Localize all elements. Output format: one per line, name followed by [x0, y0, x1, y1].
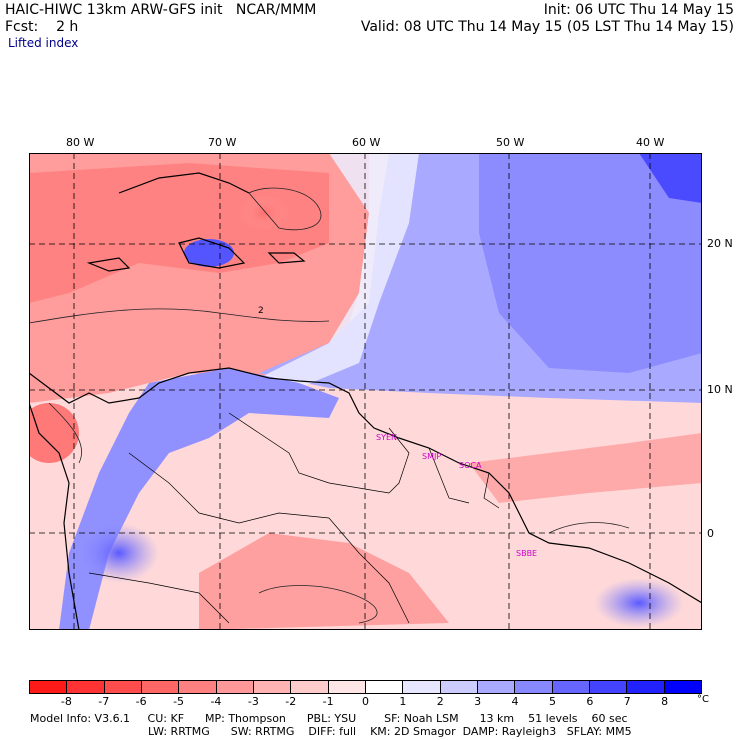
- station-syen: SYEN: [376, 433, 397, 442]
- colorbar: [29, 680, 702, 694]
- red-region-coast: [469, 433, 702, 503]
- colorbar-cell: [179, 681, 217, 693]
- blue-max-northeast: [639, 153, 702, 203]
- colorbar-tick-label: 0: [362, 695, 369, 708]
- valid-time: Valid: 08 UTC Thu 14 May 15 (05 LST Thu …: [360, 19, 734, 35]
- map-frame: [29, 153, 702, 630]
- blue-core-atlantic: [479, 153, 702, 373]
- colorbar-cell: [141, 681, 180, 693]
- red-region-south-america: [199, 533, 449, 630]
- colorbar-cell: [440, 681, 478, 693]
- colorbar-tick-label: 5: [548, 695, 556, 708]
- colorbar-tick-label: -8: [60, 695, 72, 708]
- station-sbbe: SBBE: [516, 549, 537, 558]
- colorbar-cell: [104, 681, 142, 693]
- lon-label-80w: 80 W: [66, 136, 95, 149]
- lon-label-50w: 50 W: [496, 136, 525, 149]
- footer-line-1: Model Info: V3.6.1 CU: KF MP: Thompson P…: [30, 712, 628, 725]
- colorbar-tick-label: 8: [661, 695, 669, 708]
- contours: [29, 187, 630, 624]
- colorbar-cell: [328, 681, 366, 693]
- colorbar-cell: [515, 681, 553, 693]
- neutral-band: [259, 153, 419, 388]
- colorbar-tick-label: 3: [474, 695, 482, 708]
- colorbar-cell: [365, 681, 404, 693]
- colorbar-tick-label: -4: [210, 695, 222, 708]
- map-panel: 2 SYEN SMJP SOCA SBBE: [29, 153, 702, 630]
- station-soca: SOCA: [459, 461, 482, 470]
- blue-region-venezuela: [59, 368, 339, 630]
- colorbar-cell: [30, 681, 68, 693]
- colorbar-tick-label: 6: [586, 695, 594, 708]
- lat-label-20n: 20 N: [707, 237, 733, 250]
- contour-label: 2: [258, 306, 264, 316]
- station-smjp: SMJP: [422, 452, 441, 461]
- lat-label-equator: 0: [707, 527, 714, 540]
- lon-label-70w: 70 W: [208, 136, 237, 149]
- lat-label-10n: 10 N: [707, 383, 733, 396]
- forecast-hour: Fcst: 2 h: [5, 19, 79, 35]
- colorbar-cell: [627, 681, 665, 693]
- colorbar-cell: [552, 681, 590, 693]
- colorbar-tick-label: 4: [511, 695, 519, 708]
- blue-center-andes: [79, 523, 159, 583]
- coastlines: [29, 172, 702, 630]
- colorbar-tick-label: 7: [623, 695, 631, 708]
- lon-label-60w: 60 W: [352, 136, 381, 149]
- colorbar-cell: [589, 681, 628, 693]
- colorbar-tick-label: -5: [173, 695, 185, 708]
- borders: [88, 412, 500, 624]
- colorbar-tick-label: 2: [436, 695, 444, 708]
- colorbar-tick-label: -2: [285, 695, 297, 708]
- colorbar-cell: [664, 681, 701, 693]
- blue-spot-hispaniola: [184, 239, 234, 267]
- colorbar-cell: [403, 681, 441, 693]
- red-center-north: [239, 195, 289, 231]
- red-center-panama: [29, 403, 79, 463]
- lon-label-40w: 40 W: [636, 136, 665, 149]
- colorbar-cell: [253, 681, 292, 693]
- field-name: Lifted index: [8, 36, 79, 50]
- lat-lon-grid: [29, 153, 702, 630]
- colorbar-tick-label: -3: [247, 695, 259, 708]
- colorbar-cell: [216, 681, 254, 693]
- model-title: HAIC-HIWC 13km ARW-GFS init NCAR/MMM: [5, 2, 317, 18]
- colorbar-cell: [67, 681, 105, 693]
- colorbar-tick-label: -1: [322, 695, 334, 708]
- init-time: Init: 06 UTC Thu 14 May 15: [543, 2, 734, 18]
- blue-center-amazon-mouth: [594, 578, 684, 628]
- colorbar-tick-label: 1: [399, 695, 407, 708]
- organization: NCAR/MMM: [235, 2, 317, 18]
- colorbar-cell: [477, 681, 516, 693]
- colorbar-tick-label: -6: [135, 695, 147, 708]
- colorbar-unit: °C: [697, 694, 709, 705]
- lifted-index-map: 2 SYEN SMJP SOCA SBBE: [29, 153, 702, 630]
- colorbar-cell: [291, 681, 329, 693]
- footer-line-2: LW: RRTMG SW: RRTMG DIFF: full KM: 2D Sm…: [148, 725, 632, 738]
- colorbar-tick-label: -7: [98, 695, 110, 708]
